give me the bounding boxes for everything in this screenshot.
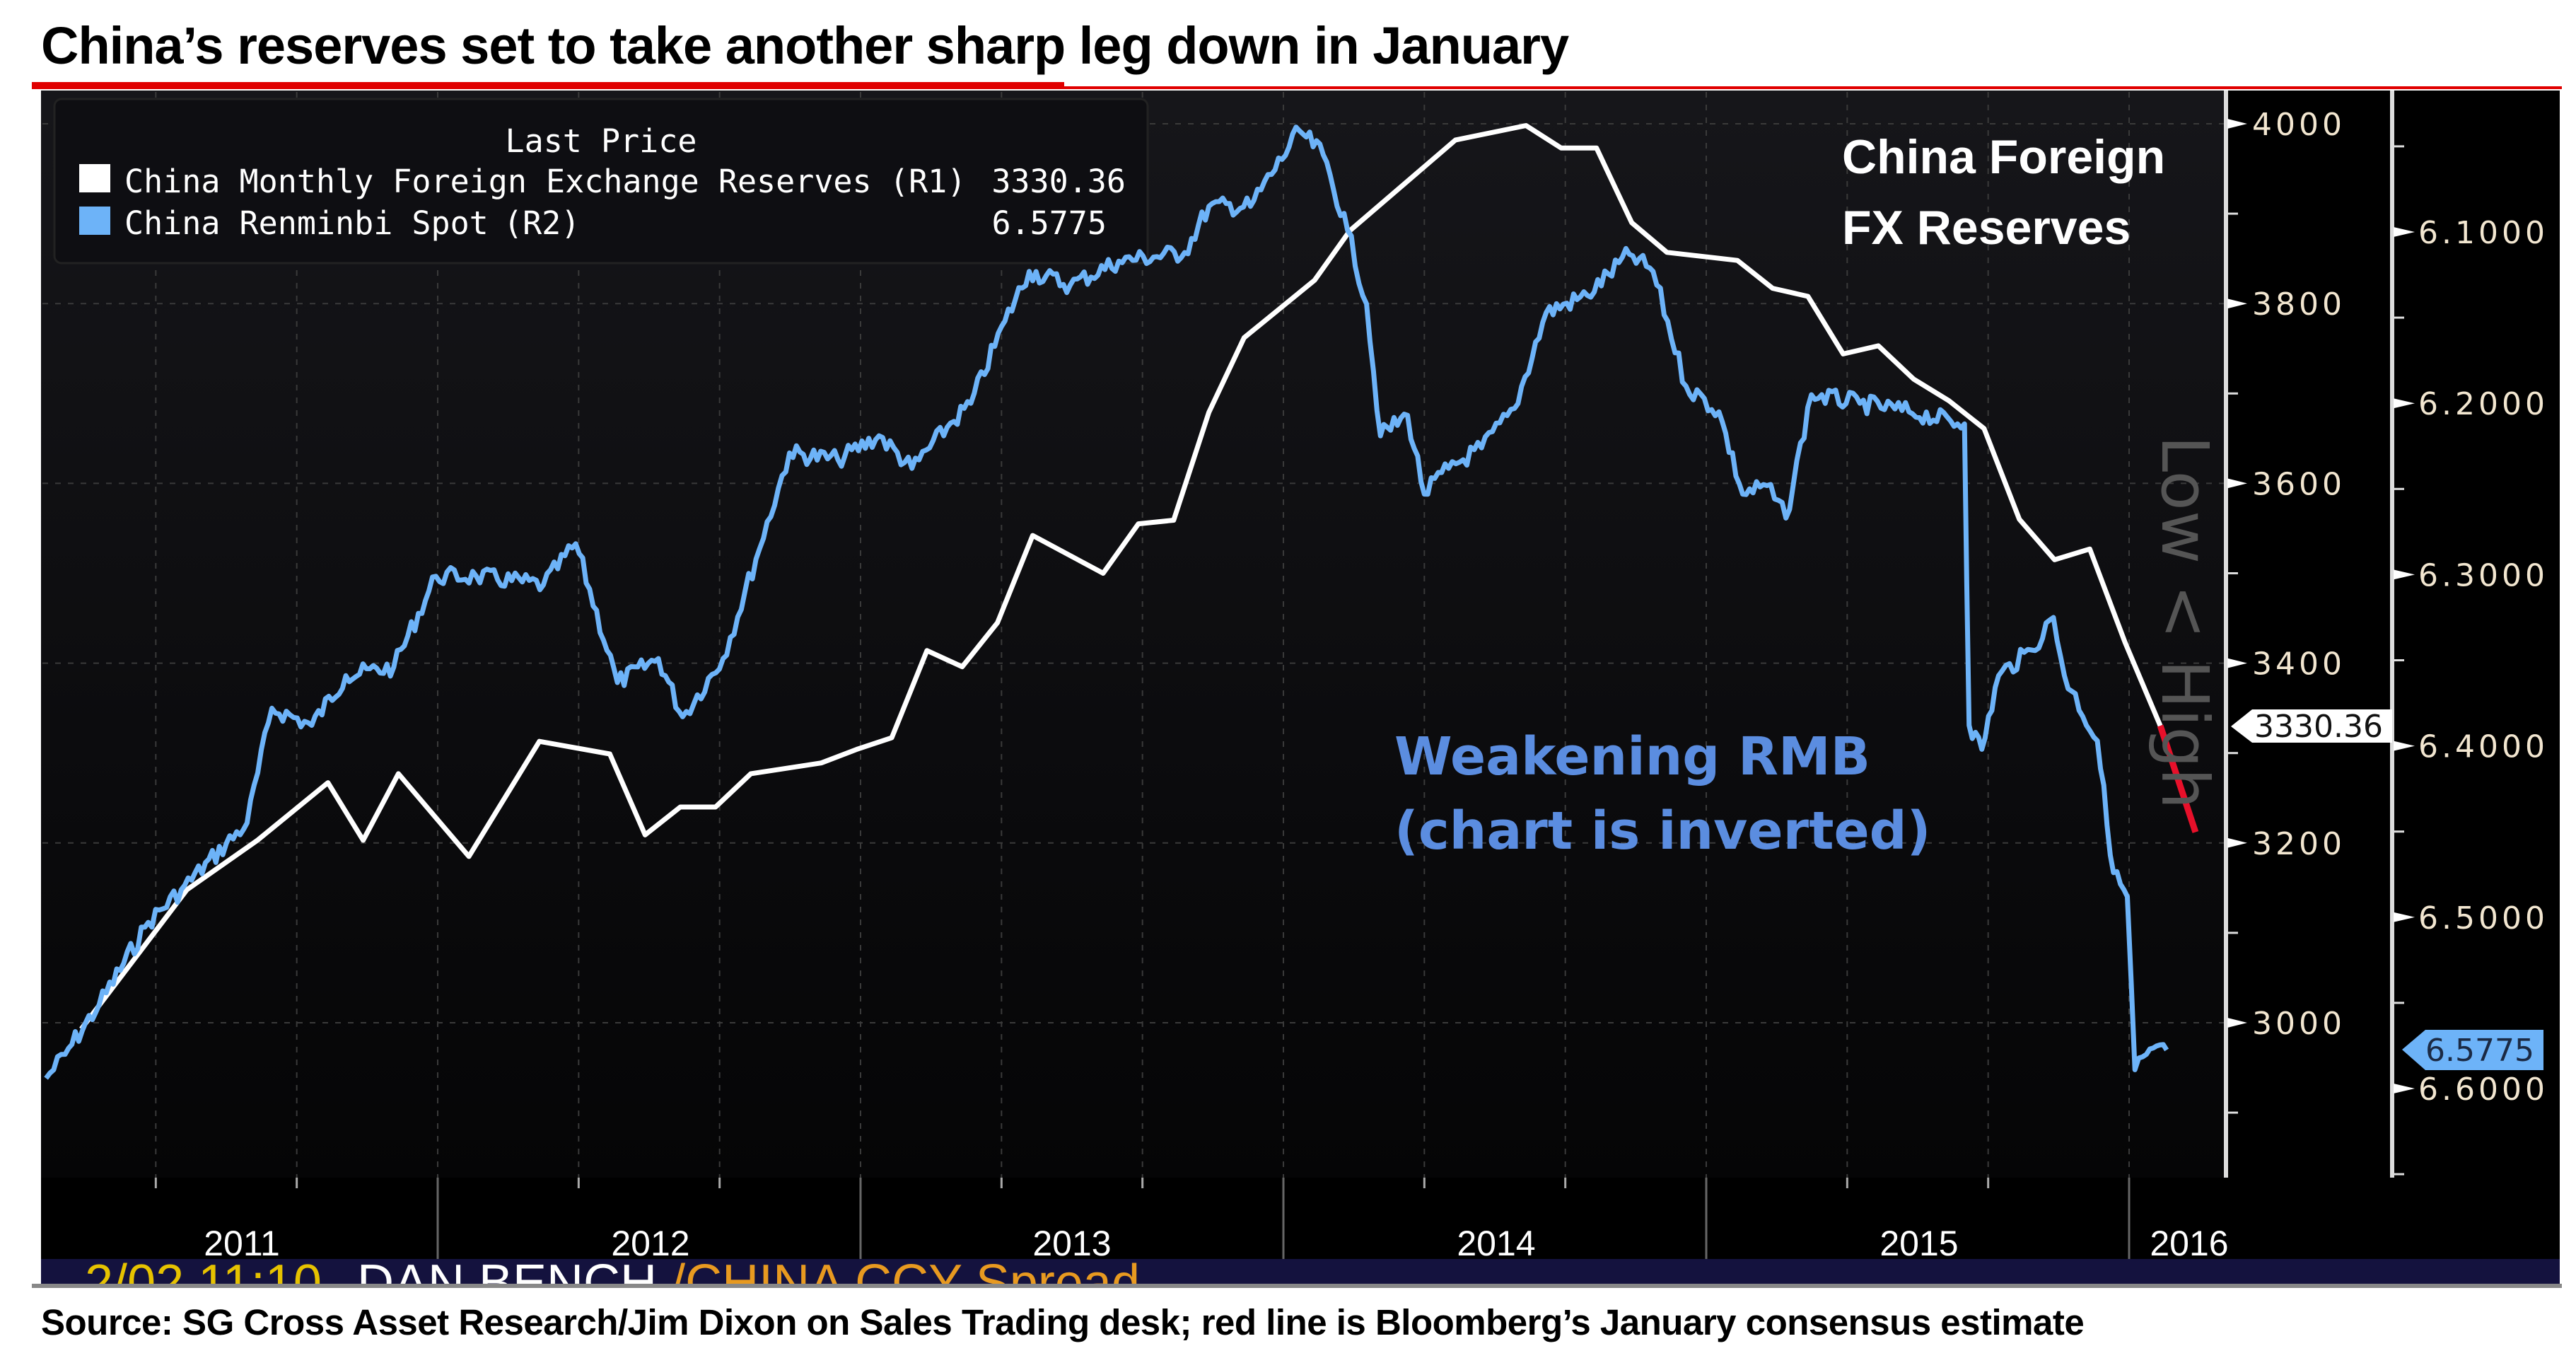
legend-box bbox=[53, 98, 1149, 265]
terminal-strip bbox=[41, 1259, 2560, 1284]
axis-r2-tick-label: 6.1000 bbox=[2418, 215, 2548, 251]
annotation-reserves-line2: FX Reserves bbox=[1842, 201, 2131, 255]
last-tag-renminbi-value: 6.5775 bbox=[2425, 1033, 2534, 1069]
axis-r1-tick-label: 3400 bbox=[2252, 646, 2345, 683]
grid bbox=[42, 92, 2225, 1259]
axis-r2-tick-label: 6.2000 bbox=[2418, 386, 2548, 422]
axis-r2: 6.1000 6.2000 6.3000 6.4000 6.5000 6.6000 bbox=[2394, 145, 2548, 1176]
axis-r1-tick-label: 3200 bbox=[2252, 826, 2345, 862]
legend-axis-renminbi: (R2) bbox=[503, 204, 580, 242]
axis-r2-tick-label: 6.3000 bbox=[2418, 557, 2548, 593]
legend-value-renminbi: 6.5775 bbox=[991, 204, 1107, 242]
strip-time: 2/02 11:10 bbox=[85, 1255, 322, 1311]
terminal-strip-text: 2/02 11:10 DAN BENCH /CHINA CCY Spread bbox=[85, 1255, 1140, 1311]
series-layer bbox=[44, 123, 2199, 1080]
legend-value-reserves: 3330.36 bbox=[991, 163, 1126, 200]
annotation-reserves-line1: China Foreign bbox=[1842, 130, 2165, 184]
axis-r1-tick bbox=[2227, 837, 2247, 848]
x-tick-2011: 2011 bbox=[204, 1224, 280, 1263]
x-tick-2012: 2012 bbox=[611, 1224, 689, 1263]
last-tag-reserves-value: 3330.36 bbox=[2254, 709, 2383, 745]
axis-r2-tick-label: 6.5000 bbox=[2418, 900, 2548, 936]
axis-r2-tick bbox=[2394, 741, 2415, 751]
axis-r2-tick-label: 6.6000 bbox=[2418, 1072, 2548, 1108]
x-tick-2016: 2016 bbox=[2150, 1224, 2228, 1263]
plot-area bbox=[41, 91, 2226, 1178]
axis-r2-tick bbox=[2394, 398, 2415, 409]
legend-axis-reserves: (R1) bbox=[890, 163, 966, 200]
legend: Last Price China Monthly Foreign Exchang… bbox=[53, 98, 1149, 265]
axis-r2-tick-label: 6.4000 bbox=[2418, 729, 2548, 765]
series-line-estimate bbox=[2157, 724, 2199, 833]
chart-title: China’s reserves set to take another sha… bbox=[41, 16, 1569, 75]
x-tick-2013: 2013 bbox=[1032, 1224, 1111, 1263]
title-underline bbox=[32, 82, 1064, 89]
last-tag-renminbi: 6.5775 bbox=[2402, 1030, 2543, 1070]
annotation-rmb-line2: (chart is inverted) bbox=[1394, 801, 1930, 861]
legend-header: Last Price bbox=[506, 122, 697, 160]
x-axis: 2011 2012 2013 2014 2015 2016 bbox=[204, 1224, 2228, 1263]
axis-r1-tick-label: 4000 bbox=[2252, 107, 2345, 143]
axis-r2-tick bbox=[2394, 569, 2415, 580]
x-tick-2015: 2015 bbox=[1879, 1224, 1958, 1263]
axis-r1-tick-label: 3600 bbox=[2252, 466, 2345, 502]
title-rule bbox=[1064, 86, 2562, 89]
svg-text:2/02 11:10 DAN BENCH: 2/02 11:10 DAN BENCH /CHINA CCY Spread bbox=[85, 1255, 1140, 1311]
strip-command: /CHINA CCY Spread bbox=[671, 1255, 1140, 1311]
legend-label-renminbi: China Renminbi Spot bbox=[124, 204, 489, 242]
annotation-rmb-line1: Weakening RMB bbox=[1394, 726, 1870, 787]
strip-user: DAN BENCH bbox=[357, 1255, 657, 1311]
axis-r1-tick bbox=[2227, 298, 2247, 309]
axis-r1: 4000 3800 3600 3400 3200 3000 bbox=[2227, 107, 2345, 1114]
legend-swatch-renminbi bbox=[79, 207, 110, 235]
axis-r1-tick bbox=[2227, 478, 2247, 489]
axis-r2-tick bbox=[2394, 227, 2415, 237]
legend-label-reserves: China Monthly Foreign Exchange Reserves bbox=[124, 163, 872, 200]
axis-r2-tick bbox=[2394, 1084, 2415, 1093]
axis-r1-tick-label: 3800 bbox=[2252, 286, 2345, 323]
axis-r1-tick-label: 3000 bbox=[2252, 1006, 2345, 1042]
axis-r2-tick bbox=[2394, 912, 2415, 922]
series-line-reserves bbox=[79, 123, 2163, 1031]
axis-direction-label: Low < High bbox=[2147, 436, 2222, 809]
axis-r1-tick bbox=[2227, 1018, 2247, 1028]
last-tag-reserves: 3330.36 bbox=[2231, 709, 2392, 745]
source-note: Source: SG Cross Asset Research/Jim Dixo… bbox=[41, 1302, 2085, 1342]
series-line-renminbi bbox=[44, 124, 2169, 1080]
legend-swatch-reserves bbox=[79, 164, 110, 192]
axis-r1-tick bbox=[2227, 119, 2247, 129]
x-tick-2014: 2014 bbox=[1457, 1224, 1535, 1263]
axis-r1-tick bbox=[2227, 658, 2247, 668]
bottom-rule bbox=[32, 1284, 2562, 1288]
